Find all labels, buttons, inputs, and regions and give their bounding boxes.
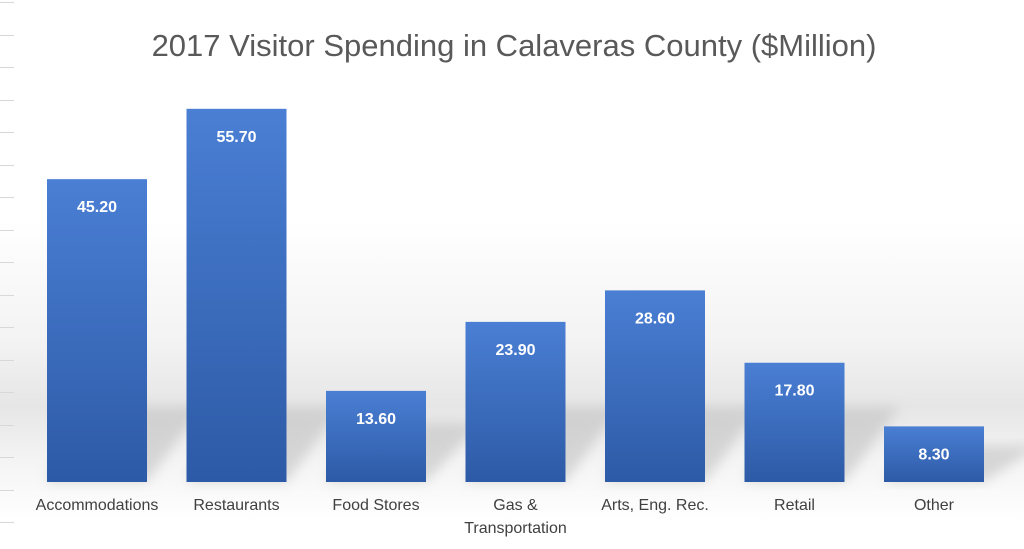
category-tick-label: Gas &	[493, 497, 538, 514]
sheet-gridline	[0, 294, 14, 296]
category-tick-labels: Accommodations Restaurants Food Stores Gas …	[36, 497, 955, 537]
sheet-gridline	[0, 132, 14, 133]
sheet-gridline	[0, 489, 14, 491]
sheet-gridlines	[0, 0, 14, 549]
data-labels: 45.20 55.70 13.60 23.90 28.60 17.80 8.30	[77, 129, 950, 464]
bar	[326, 390, 426, 482]
data-label: 55.70	[216, 129, 256, 146]
data-label: 13.60	[356, 411, 396, 428]
data-label: 23.90	[495, 342, 535, 359]
data-label: 17.80	[774, 383, 814, 400]
bar	[47, 179, 147, 482]
sheet-gridline	[0, 424, 14, 426]
category-tick-label: Retail	[774, 497, 815, 514]
category-tick-label: Food Stores	[332, 497, 419, 514]
category-tick-label: Restaurants	[193, 497, 279, 514]
category-tick-label: Arts, Eng. Rec.	[601, 497, 709, 514]
category-tick-label: Transportation	[464, 520, 567, 537]
data-label: 28.60	[635, 310, 675, 327]
sheet-gridline	[0, 522, 14, 523]
category-tick-label: Other	[914, 497, 955, 514]
data-label: 8.30	[918, 446, 949, 463]
chart-title: 2017 Visitor Spending in Calaveras Count…	[152, 28, 877, 63]
sheet-gridline	[0, 164, 14, 166]
bar	[186, 108, 287, 482]
sheet-gridline	[0, 457, 14, 458]
sheet-gridline	[0, 327, 14, 328]
sheet-gridline	[0, 229, 14, 231]
category-tick-label: Accommodations	[36, 497, 159, 514]
bar	[465, 321, 566, 482]
sheet-gridline	[0, 359, 14, 361]
bars	[47, 108, 984, 482]
sheet-gridline	[0, 262, 14, 263]
bar	[744, 362, 845, 482]
bar	[884, 426, 984, 482]
sheet-gridline	[0, 67, 14, 68]
sheet-gridline	[0, 392, 14, 393]
data-label: 45.20	[77, 199, 117, 216]
sheet-gridline	[0, 2, 14, 3]
sheet-gridline	[0, 197, 14, 198]
bar	[605, 290, 705, 482]
sheet-gridline	[0, 34, 14, 36]
sheet-gridline	[0, 99, 14, 101]
